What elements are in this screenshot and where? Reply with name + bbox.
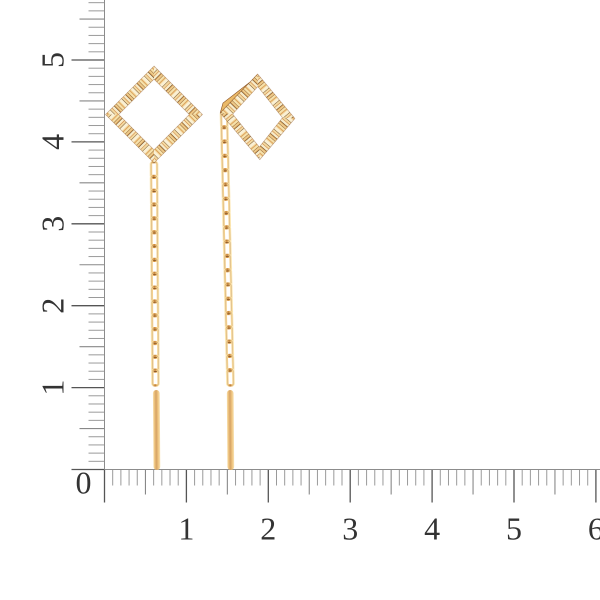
svg-text:3: 3	[35, 216, 71, 232]
svg-text:5: 5	[506, 511, 522, 547]
svg-text:3: 3	[342, 511, 358, 547]
svg-text:4: 4	[35, 134, 71, 150]
svg-text:1: 1	[35, 380, 71, 396]
svg-text:2: 2	[35, 298, 71, 314]
svg-text:4: 4	[424, 511, 440, 547]
svg-text:1: 1	[178, 511, 194, 547]
svg-text:2: 2	[260, 511, 276, 547]
svg-text:5: 5	[35, 52, 71, 68]
svg-text:6: 6	[588, 511, 600, 547]
svg-text:0: 0	[76, 465, 92, 501]
